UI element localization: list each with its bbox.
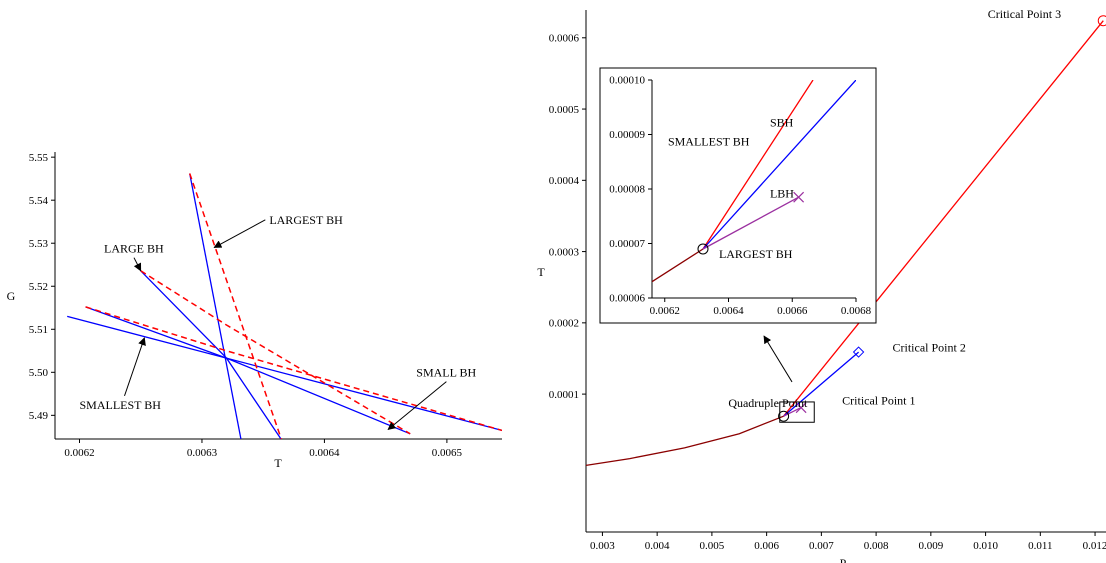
chart-b-point-label: Critical Point 3: [988, 7, 1061, 21]
chart-a-y-tick-label: 5.55: [29, 152, 49, 164]
chart-a-annotation-label: LARGE BH: [104, 242, 164, 256]
chart-b-x-tick-label: 0.006: [754, 540, 779, 552]
chart-a-annotations: LARGEST BH LARGE BH SMALL BH SMALLEST BH: [79, 213, 477, 431]
chart-b-ylabel: T: [537, 265, 545, 279]
inset-series-line: [702, 80, 814, 250]
chart-b-x-tick-label: 0.008: [864, 540, 889, 552]
chart-a-series: [67, 173, 502, 439]
chart-a-x-tick-label: 0.0065: [432, 447, 463, 459]
inset-label: SMALLEST BH: [668, 134, 750, 148]
chart-a-x-tick-label: 0.0064: [309, 447, 340, 459]
chart-b-point-label: Quadruple Point: [728, 396, 808, 410]
inset-series-line: [702, 80, 856, 250]
zoom-arrow: [763, 335, 793, 383]
inset-ticks: 0.0062 0.0064 0.0066 0.0068 0.00006 0.00007 0.…: [609, 75, 871, 318]
chart-b-y-tick-label: 0.0004: [549, 175, 580, 187]
inset-marker: [793, 191, 805, 203]
gibbs-temperature-chart: 0.0062 0.0063 0.0064 0.0065 5.49 5.50 5.51 5.52…: [7, 152, 502, 470]
inset-label: LBH: [770, 187, 794, 201]
chart-a-x-tick-label: 0.0063: [187, 447, 218, 459]
chart-b-axes: [585, 10, 1106, 533]
inset-labels: SBH SMALLEST BH LBH LARGEST BH: [668, 115, 794, 261]
chart-b-series: [585, 20, 1104, 467]
inset-series-line: [702, 196, 799, 250]
inset-y-tick-label: 0.00010: [609, 75, 645, 87]
chart-a-annotation-arrow: [387, 381, 447, 431]
temperature-pressure-chart: 0.003 0.004 0.005 0.006 0.007 0.008 0.009 0.010…: [537, 7, 1106, 563]
chart-a-y-tick-label: 5.50: [29, 367, 49, 379]
chart-a-annotation-arrow: [124, 337, 146, 397]
chart-b-series-line: [783, 351, 860, 417]
chart-b-x-tick-label: 0.011: [1028, 540, 1052, 552]
chart-a-annotation-label: SMALL BH: [416, 366, 476, 380]
chart-b-y-tick-label: 0.0006: [549, 33, 580, 45]
chart-b-xlabel: P: [840, 556, 847, 563]
chart-b-series-line: [783, 407, 802, 417]
chart-b-point-labels: Critical Point 3 Critical Point 2 Critical…: [728, 7, 1061, 410]
chart-b-y-tick-label: 0.0003: [549, 246, 580, 258]
chart-a-annotation-arrow: [133, 257, 142, 272]
chart-a-series-line: [188, 173, 283, 439]
chart-a-y-tick-label: 5.53: [29, 238, 49, 250]
inset-label: SBH: [770, 115, 794, 129]
chart-a-axes: [54, 152, 502, 440]
inset-x-tick-label: 0.0068: [841, 305, 872, 317]
inset-x-tick-label: 0.0064: [713, 305, 744, 317]
inset-markers: [697, 191, 805, 255]
inset-y-tick-label: 0.00006: [609, 293, 645, 305]
chart-b-ticks: 0.003 0.004 0.005 0.006 0.007 0.008 0.009 0.010…: [549, 33, 1106, 552]
chart-a-y-tick-label: 5.54: [29, 195, 49, 207]
chart-b-series-line: [783, 20, 1104, 417]
inset-y-tick-label: 0.00008: [609, 184, 645, 196]
chart-b-x-tick-label: 0.005: [700, 540, 725, 552]
chart-b-y-tick-label: 0.0001: [549, 389, 579, 401]
chart-a-y-tick-label: 5.49: [29, 410, 49, 422]
chart-b-y-tick-label: 0.0005: [549, 104, 580, 116]
chart-a-series-line: [140, 270, 411, 435]
chart-b-x-tick-label: 0.012: [1083, 540, 1106, 552]
chart-b-markers: [778, 15, 1106, 422]
chart-b-y-tick-label: 0.0002: [549, 318, 579, 330]
chart-b-x-tick-label: 0.007: [809, 540, 834, 552]
chart-b-marker: [795, 402, 807, 414]
chart-b-marker: [778, 410, 790, 422]
chart-a-x-tick-label: 0.0062: [64, 447, 94, 459]
chart-a-y-tick-label: 5.51: [29, 324, 48, 336]
chart-a-series-line: [67, 315, 502, 432]
chart-b-x-tick-label: 0.003: [590, 540, 615, 552]
inset-x-tick-label: 0.0066: [777, 305, 808, 317]
chart-a-series-line: [140, 270, 282, 439]
inset-chart: 0.0062 0.0064 0.0066 0.0068 0.00006 0.00007 0.…: [599, 67, 877, 324]
chart-a-series-line: [85, 306, 411, 435]
inset-y-tick-label: 0.00007: [609, 238, 645, 250]
chart-b-x-tick-label: 0.009: [918, 540, 943, 552]
chart-a-annotation-arrow: [213, 219, 266, 248]
chart-b-x-tick-label: 0.010: [973, 540, 998, 552]
chart-a-xlabel: T: [274, 456, 282, 470]
chart-b-marker: [852, 346, 865, 358]
inset-x-tick-label: 0.0062: [650, 305, 680, 317]
chart-b-x-tick-label: 0.004: [645, 540, 670, 552]
chart-a-annotation-label: LARGEST BH: [269, 213, 343, 227]
chart-b-point-label: Critical Point 1: [842, 393, 915, 407]
chart-a-y-tick-label: 5.52: [29, 281, 48, 293]
inset-marker: [697, 243, 709, 255]
inset-series: [652, 80, 856, 283]
zoom-region-box: [779, 401, 815, 423]
chart-a-ylabel: G: [7, 289, 16, 303]
chart-a-ticks: 0.0062 0.0063 0.0064 0.0065 5.49 5.50 5.51 5.52…: [29, 152, 463, 459]
chart-a-series-line: [189, 173, 242, 439]
chart-b-marker: [1097, 15, 1106, 27]
chart-b-series-line: [585, 415, 784, 467]
inset-series-line: [652, 248, 704, 283]
inset-label: LARGEST BH: [719, 247, 793, 261]
chart-b-point-label: Critical Point 2: [893, 340, 966, 354]
chart-a-annotation-label: SMALLEST BH: [79, 398, 161, 412]
inset-y-tick-label: 0.00009: [609, 129, 645, 141]
